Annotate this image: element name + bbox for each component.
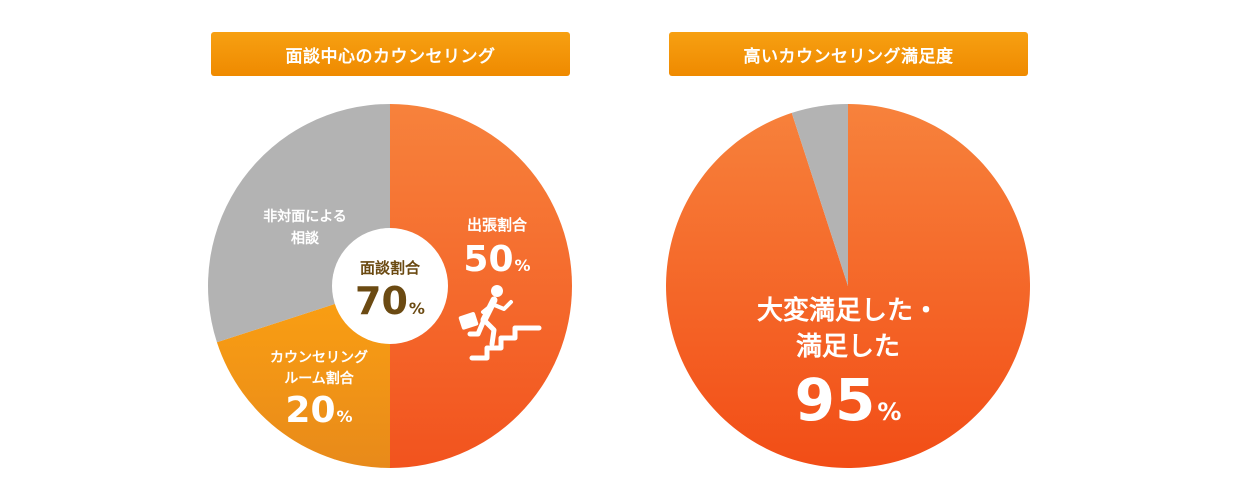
trip-label: 出張割合 xyxy=(467,216,528,234)
slice-satisfied xyxy=(666,103,1031,469)
room-label-line1: カウンセリング xyxy=(270,349,368,366)
remote-label-line2: 相談 xyxy=(291,230,320,247)
remote-label-line1: 非対面による xyxy=(263,208,347,225)
room-label-line2: ルーム割合 xyxy=(284,370,355,387)
pie-chart-counseling: 面談割合 70% 出張割合 50% 非対面による 相談 カウンセリング ルーム割… xyxy=(208,104,572,468)
slice-business-trip xyxy=(390,104,572,468)
satisfied-label-line2: 満足した xyxy=(796,332,900,362)
center-value: 70% xyxy=(355,279,425,323)
center-title: 面談割合 xyxy=(360,259,421,277)
room-value: 20% xyxy=(285,390,352,431)
satisfied-label-line1: 大変満足した・ xyxy=(757,295,939,326)
slice-other xyxy=(791,104,848,286)
pie-chart-satisfaction: 大変満足した・ 満足した 95% xyxy=(666,103,1031,469)
slice-counseling-room xyxy=(216,286,390,468)
running-businessman-stairs-icon xyxy=(458,285,542,361)
chart-title-satisfaction: 高いカウンセリング満足度 xyxy=(669,32,1028,76)
chart-title-counseling: 面談中心のカウンセリング xyxy=(211,32,570,76)
satisfied-value: 95% xyxy=(795,366,902,434)
trip-value: 50% xyxy=(463,239,530,280)
center-circle xyxy=(332,228,448,344)
